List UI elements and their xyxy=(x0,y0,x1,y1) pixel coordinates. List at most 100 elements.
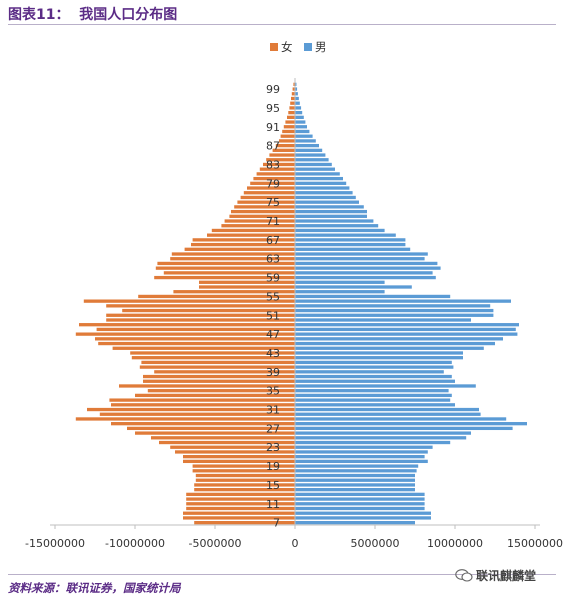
bar-female-age-22 xyxy=(175,450,295,454)
bar-female-age-83 xyxy=(263,162,295,167)
bar-male-age-51 xyxy=(295,313,494,317)
bar-female-age-54 xyxy=(83,299,295,303)
bar-male-age-93 xyxy=(295,115,304,119)
bar-female-age-15 xyxy=(194,483,295,487)
bar-male-age-48 xyxy=(295,327,516,332)
bar-female-age-8 xyxy=(183,516,295,520)
bar-male-age-63 xyxy=(295,257,425,261)
figure-title: 图表11： 我国人口分布图 xyxy=(8,7,178,23)
y-tick-label: 47 xyxy=(266,328,280,341)
bar-male-age-44 xyxy=(295,346,484,350)
bar-male-age-64 xyxy=(295,252,428,256)
bar-female-age-94 xyxy=(288,110,295,115)
bar-male-age-85 xyxy=(295,153,326,157)
x-tick-label: -10000000 xyxy=(105,537,165,550)
bar-female-age-98 xyxy=(291,92,295,96)
bar-male-age-90 xyxy=(295,129,310,134)
bar-female-age-47 xyxy=(75,332,295,336)
bar-female-age-52 xyxy=(122,308,295,313)
bar-female-age-39 xyxy=(154,370,295,374)
bar-male-age-41 xyxy=(295,360,452,365)
bar-female-age-53 xyxy=(106,304,295,308)
bar-female-age-63 xyxy=(170,257,295,261)
bar-male-age-13 xyxy=(295,492,425,497)
y-tick-label: 59 xyxy=(266,272,280,285)
bar-female-age-12 xyxy=(186,497,295,501)
bar-female-age-67 xyxy=(192,238,295,242)
bar-male-age-89 xyxy=(295,134,313,138)
bar-female-age-84 xyxy=(266,158,295,162)
y-tick-label: 19 xyxy=(266,460,280,473)
bar-female-age-88 xyxy=(279,139,295,143)
bar-male-age-11 xyxy=(295,502,425,506)
bar-male-age-78 xyxy=(295,186,350,190)
y-tick-label: 15 xyxy=(266,479,280,492)
bar-female-age-62 xyxy=(157,261,295,266)
bar-female-age-65 xyxy=(184,247,295,251)
bar-male-age-14 xyxy=(295,488,415,492)
bar-male-age-23 xyxy=(295,445,433,449)
bar-female-age-90 xyxy=(282,129,295,134)
bar-female-age-7 xyxy=(194,520,295,525)
bar-female-age-44 xyxy=(112,346,295,350)
bar-female-age-61 xyxy=(155,266,295,270)
bar-female-age-9 xyxy=(183,511,295,515)
bar-female-age-26 xyxy=(135,431,295,435)
bar-female-age-43 xyxy=(130,351,295,355)
bar-male-age-77 xyxy=(295,191,353,195)
bar-male-age-18 xyxy=(295,469,417,473)
bar-female-age-76 xyxy=(240,195,295,200)
bar-male-age-38 xyxy=(295,374,452,379)
chart-legend: 女男 xyxy=(270,40,327,54)
bar-male-age-60 xyxy=(295,271,433,275)
y-tick-label: 7 xyxy=(273,517,280,530)
bar-male-age-97 xyxy=(295,96,299,101)
bar-female-age-29 xyxy=(75,417,295,421)
watermark: 联讯麒麟堂 xyxy=(455,567,536,584)
bar-male-age-30 xyxy=(295,412,481,416)
y-tick-label: 63 xyxy=(266,253,280,266)
bar-female-age-66 xyxy=(191,242,295,247)
bar-female-age-32 xyxy=(111,403,295,407)
y-tick-label: 31 xyxy=(266,404,280,417)
bar-female-age-80 xyxy=(253,176,295,181)
bar-female-age-27 xyxy=(127,426,295,431)
bar-male-age-40 xyxy=(295,365,454,369)
wechat-icon xyxy=(455,569,473,582)
bar-male-age-70 xyxy=(295,224,379,228)
bar-male-age-17 xyxy=(295,473,415,478)
y-tick-label: 11 xyxy=(266,498,280,511)
bar-male-age-10 xyxy=(295,506,425,511)
bar-female-age-95 xyxy=(289,106,295,110)
bar-male-age-62 xyxy=(295,261,438,266)
bar-female-age-48 xyxy=(96,327,295,332)
bar-female-age-34 xyxy=(135,393,295,398)
figure-header: 图表11： 我国人口分布图 xyxy=(8,4,556,25)
bar-female-age-13 xyxy=(186,492,295,497)
bar-female-age-60 xyxy=(163,271,295,275)
bar-female-age-64 xyxy=(171,252,295,256)
bar-female-age-72 xyxy=(229,214,295,218)
bar-female-age-45 xyxy=(98,341,295,346)
bar-male-age-57 xyxy=(295,285,412,289)
y-tick-label: 71 xyxy=(266,215,280,228)
bar-male-age-52 xyxy=(295,308,494,313)
bar-male-age-36 xyxy=(295,384,476,388)
chart-axes: -15000000 -10000000 -5000000 0 5000000 100000… xyxy=(25,78,563,550)
bar-female-age-16 xyxy=(195,478,295,482)
bar-male-age-59 xyxy=(295,275,436,280)
bar-female-age-68 xyxy=(207,233,295,237)
y-tick-label: 87 xyxy=(266,140,280,153)
bar-female-age-97 xyxy=(291,96,295,101)
bar-male-age-66 xyxy=(295,242,406,247)
bar-female-age-20 xyxy=(183,459,295,464)
bar-male-age-98 xyxy=(295,92,298,96)
bar-male-age-81 xyxy=(295,172,340,176)
bar-male-age-88 xyxy=(295,139,316,143)
bar-male-age-31 xyxy=(295,407,479,412)
bar-female-age-87 xyxy=(275,143,295,148)
y-tick-label: 43 xyxy=(266,347,280,360)
bar-male-age-76 xyxy=(295,195,356,200)
bar-female-age-42 xyxy=(131,356,295,360)
